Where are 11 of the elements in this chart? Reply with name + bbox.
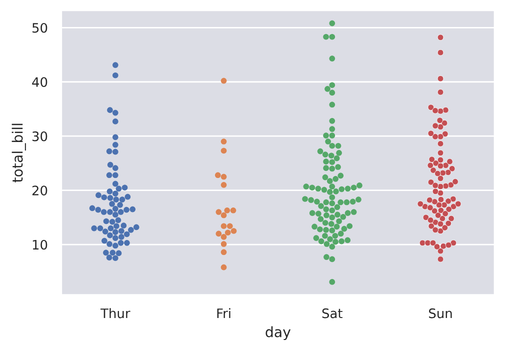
x-tick-label: Sun xyxy=(429,308,452,318)
y-tick-label: 40 xyxy=(32,77,48,87)
y-tick-label: 30 xyxy=(32,131,48,142)
y-tick-label: 10 xyxy=(32,240,48,250)
x-tick-label: Thur xyxy=(100,308,130,318)
x-axis-title: day xyxy=(266,326,291,340)
y-tick-label: 50 xyxy=(32,22,48,33)
y-tick-label: 20 xyxy=(32,186,48,196)
x-tick-label: Sat xyxy=(322,308,342,318)
y-axis-title: total_bill xyxy=(12,124,26,182)
x-tick-label: Fri xyxy=(217,308,230,318)
